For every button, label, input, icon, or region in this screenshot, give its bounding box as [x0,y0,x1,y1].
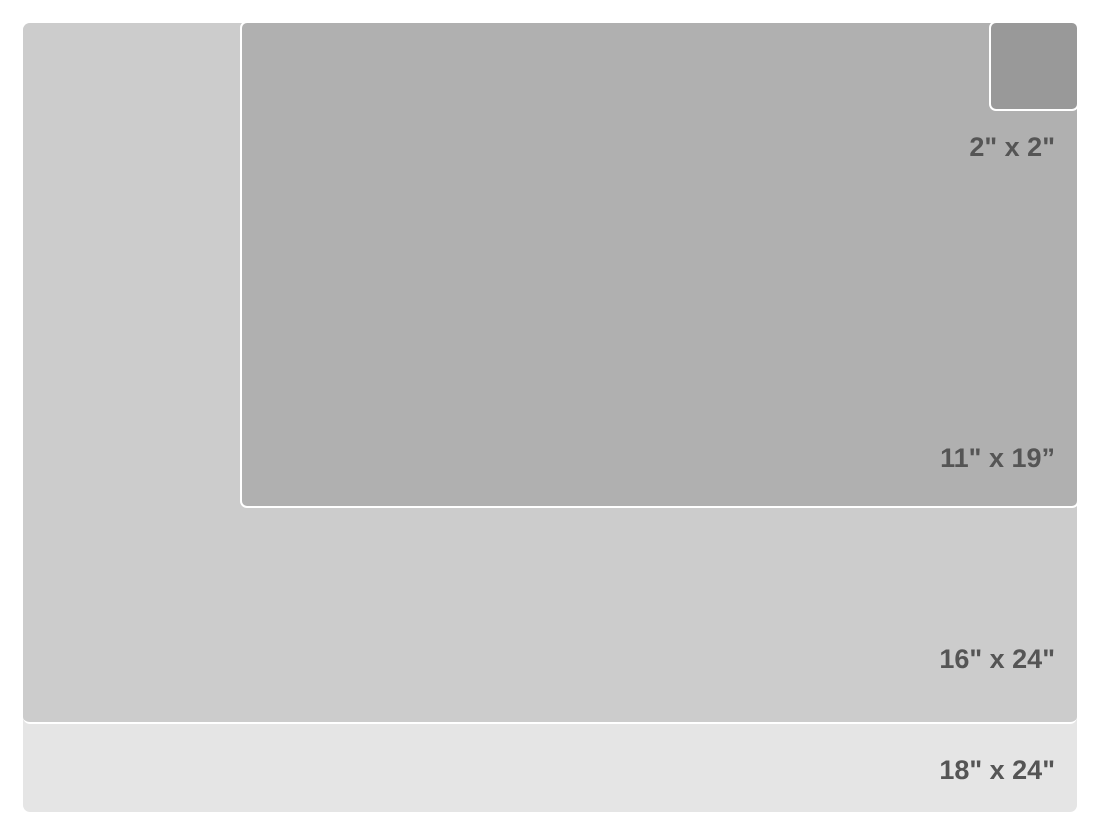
label-2x2: 2" x 2" [969,132,1055,162]
label-18x24: 18" x 24" [939,755,1055,785]
label-11x19: 11" x 19” [940,443,1055,473]
label-16x24: 16" x 24" [939,644,1055,674]
size-2x2-rect [989,21,1079,111]
size-11x19-rect [240,21,1079,508]
